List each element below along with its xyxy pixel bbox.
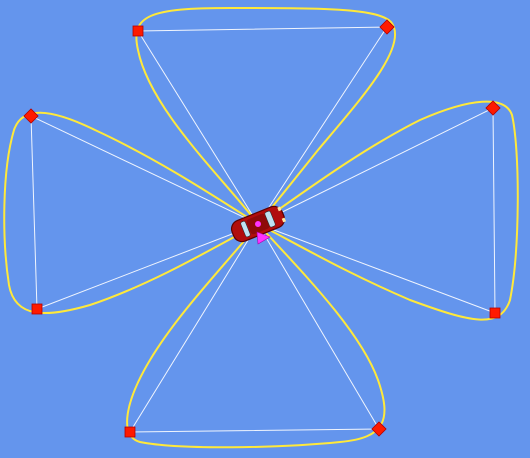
waypoint-marker[interactable] <box>124 426 136 438</box>
path-loop-bottom <box>126 223 386 449</box>
car-rear-window <box>240 221 251 238</box>
guide-left <box>30 115 259 310</box>
guide-bottom <box>129 223 380 433</box>
magenta-triangle-icon <box>256 231 271 245</box>
guide-lines <box>30 26 496 433</box>
waypoint-marker[interactable] <box>31 303 43 315</box>
car-windshield <box>264 210 276 228</box>
waypoint-marker[interactable] <box>371 421 387 437</box>
waypoint-marker[interactable] <box>132 25 144 37</box>
waypoints <box>23 19 501 438</box>
vehicle-path <box>3 6 519 449</box>
car-headlight-right <box>281 217 287 223</box>
waypoint-marker[interactable] <box>489 307 501 319</box>
waypoint-marker[interactable] <box>379 19 395 35</box>
waypoint-marker[interactable] <box>23 108 39 124</box>
path-loop-right <box>257 100 519 321</box>
guide-right <box>257 107 496 314</box>
path-loop-left <box>3 111 259 315</box>
path-loop-top <box>135 6 397 225</box>
car-headlight-left <box>277 206 282 212</box>
waypoint-marker[interactable] <box>485 100 501 116</box>
car-center-dot <box>255 221 261 227</box>
guide-top <box>137 26 388 225</box>
